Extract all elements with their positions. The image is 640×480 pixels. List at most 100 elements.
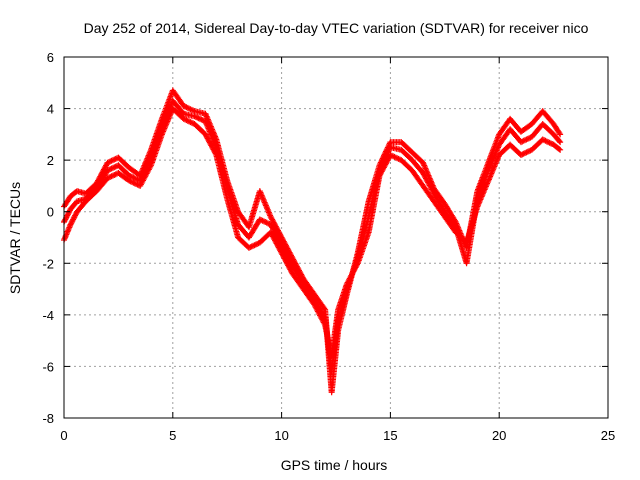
data-point xyxy=(131,180,138,187)
data-point xyxy=(539,136,546,143)
data-point xyxy=(395,155,402,162)
data-point xyxy=(556,137,563,144)
data-point xyxy=(381,157,387,164)
data-point xyxy=(195,115,202,122)
data-point xyxy=(245,244,252,251)
data-point xyxy=(556,145,563,152)
chart-title: Day 252 of 2014, Sidereal Day-to-day VTE… xyxy=(84,20,589,36)
tick-layer: 0 5 10 15 20 25 -8 -6 -4 -2 0 2 4 6 xyxy=(42,50,615,443)
x-tick-label: 20 xyxy=(492,428,506,443)
x-tick-label: 5 xyxy=(169,428,176,443)
data-point xyxy=(188,119,195,126)
data-point xyxy=(146,158,153,165)
data-point xyxy=(139,172,146,179)
data-point xyxy=(111,164,118,171)
y-tick-label: 4 xyxy=(47,102,54,117)
data-point xyxy=(381,156,388,163)
data-point xyxy=(541,137,548,144)
data-point xyxy=(380,159,387,166)
data-point xyxy=(517,151,524,158)
data-point xyxy=(557,131,564,138)
data-point xyxy=(392,154,399,161)
data-point xyxy=(258,217,265,224)
data-point xyxy=(147,155,154,162)
data-point xyxy=(379,160,386,167)
data-point xyxy=(108,157,115,164)
data-point xyxy=(186,118,193,125)
data-point xyxy=(543,138,550,145)
data-point xyxy=(186,105,193,112)
data-point xyxy=(105,159,112,166)
data-point xyxy=(145,160,152,167)
x-tick-label: 0 xyxy=(60,428,67,443)
data-point xyxy=(180,115,187,122)
data-point xyxy=(388,152,395,159)
x-axis-label: GPS time / hours xyxy=(281,457,388,473)
data-point xyxy=(382,155,389,162)
data-point xyxy=(187,119,194,126)
data-point xyxy=(256,216,263,223)
data-point xyxy=(545,139,552,146)
data-point xyxy=(129,179,135,186)
data-point xyxy=(526,148,533,155)
data-point xyxy=(144,161,151,168)
data-point xyxy=(184,117,191,124)
data-point xyxy=(138,175,145,182)
data-point xyxy=(182,116,189,123)
data-point xyxy=(394,155,401,162)
data-point xyxy=(376,167,383,174)
data-point xyxy=(263,219,270,226)
data-point xyxy=(522,137,529,144)
data-point xyxy=(524,135,531,142)
data-point xyxy=(251,242,258,249)
data-point xyxy=(142,166,149,173)
data-point xyxy=(523,149,530,156)
data-point xyxy=(184,104,191,111)
data-point xyxy=(194,114,201,121)
data-point xyxy=(522,150,529,157)
data-point xyxy=(519,138,526,145)
data-point xyxy=(107,158,114,165)
y-tick-label: -2 xyxy=(42,256,54,271)
data-point xyxy=(131,175,138,182)
data-point xyxy=(385,148,392,155)
data-point xyxy=(250,242,257,249)
data-point xyxy=(107,173,114,180)
data-point xyxy=(129,173,135,180)
data-point xyxy=(188,106,195,113)
data-point xyxy=(183,117,190,124)
data-point xyxy=(252,241,259,248)
data-point xyxy=(137,177,144,184)
series-trace-3 xyxy=(61,97,564,375)
y-tick-label: -8 xyxy=(42,411,54,426)
data-point xyxy=(109,164,116,171)
data-point xyxy=(141,169,147,176)
data-point xyxy=(182,103,189,110)
data-point xyxy=(557,139,564,146)
data-point xyxy=(321,313,328,320)
data-point xyxy=(517,139,524,146)
data-point xyxy=(146,157,153,164)
y-axis-label: SDTVAR / TECUs xyxy=(7,182,23,294)
data-point xyxy=(126,172,133,179)
data-point xyxy=(130,174,137,181)
data-point xyxy=(104,159,111,166)
data-point xyxy=(190,107,197,114)
data-point xyxy=(183,104,190,111)
data-point xyxy=(141,168,148,175)
data-point xyxy=(542,137,549,144)
data-point xyxy=(546,139,553,146)
plot-frame xyxy=(63,56,609,419)
data-point xyxy=(144,162,151,169)
data-point xyxy=(130,179,137,186)
data-point xyxy=(260,218,267,225)
data-point xyxy=(265,220,271,227)
data-point xyxy=(198,116,205,123)
data-point xyxy=(137,176,144,183)
y-tick-label: 0 xyxy=(47,205,54,220)
data-point xyxy=(451,222,458,229)
data-point xyxy=(126,177,133,184)
y-tick-label: -6 xyxy=(42,359,54,374)
data-point xyxy=(377,164,384,171)
